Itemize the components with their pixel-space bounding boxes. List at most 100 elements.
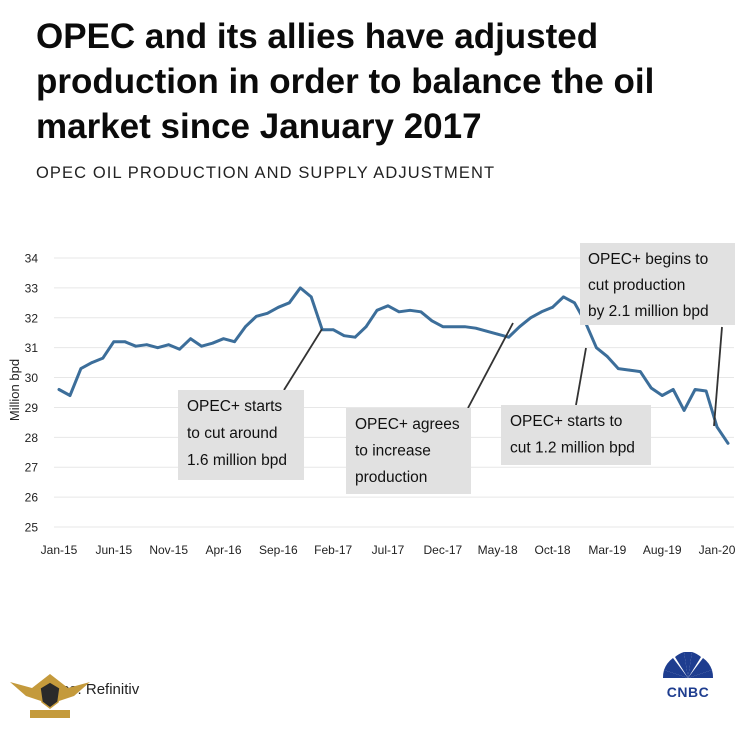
callout-text: by 2.1 million bpd bbox=[588, 303, 709, 320]
data-point bbox=[211, 341, 214, 345]
data-point bbox=[156, 346, 160, 349]
callout-text: OPEC+ starts bbox=[187, 398, 282, 415]
data-point bbox=[266, 311, 269, 315]
data-point bbox=[671, 388, 675, 391]
headline: OPEC and its allies have adjusted produc… bbox=[36, 17, 655, 146]
y-tick-label: 26 bbox=[25, 491, 39, 505]
data-point bbox=[90, 361, 94, 364]
data-point bbox=[244, 325, 247, 329]
data-point bbox=[112, 340, 116, 343]
y-tick-label: 34 bbox=[25, 252, 39, 266]
data-point bbox=[715, 425, 719, 429]
callout-text: production bbox=[355, 469, 427, 486]
data-point bbox=[101, 356, 105, 360]
y-tick-label: 33 bbox=[25, 281, 39, 295]
x-tick-label: Sep-16 bbox=[259, 543, 298, 557]
cnbc-wordmark: CNBC bbox=[667, 684, 709, 698]
callout-leader-line bbox=[713, 326, 723, 427]
data-point bbox=[507, 335, 510, 339]
x-tick-label: Jul-17 bbox=[372, 543, 405, 557]
data-point bbox=[529, 316, 532, 320]
data-point bbox=[595, 346, 598, 349]
production-line bbox=[57, 286, 730, 445]
data-point bbox=[518, 325, 521, 329]
callout-box bbox=[178, 390, 304, 480]
data-point bbox=[485, 329, 489, 333]
y-axis-label: Million bpd bbox=[7, 359, 22, 421]
x-tick-label: Oct-18 bbox=[535, 543, 571, 557]
data-point bbox=[255, 314, 258, 318]
x-tick-label: Jun-15 bbox=[95, 543, 132, 557]
callout-leader-line bbox=[283, 328, 323, 391]
data-point bbox=[463, 325, 467, 329]
data-point bbox=[606, 355, 609, 358]
data-point bbox=[309, 295, 313, 299]
callout-text: to cut around bbox=[187, 425, 277, 442]
x-tick-label: May-18 bbox=[478, 543, 518, 557]
callout-text: OPEC+ starts to bbox=[510, 413, 622, 430]
data-point bbox=[167, 343, 170, 346]
data-point bbox=[693, 388, 697, 391]
data-point bbox=[331, 328, 335, 332]
cnbc-logo: CNBC bbox=[662, 652, 714, 698]
y-tick-label: 31 bbox=[25, 341, 39, 355]
data-point bbox=[419, 310, 423, 314]
x-tick-label: Jan-15 bbox=[41, 543, 78, 557]
data-point bbox=[386, 304, 390, 308]
data-point bbox=[682, 409, 686, 412]
y-tick-label: 27 bbox=[25, 461, 39, 475]
x-tick-label: Dec-17 bbox=[424, 543, 463, 557]
data-point bbox=[222, 337, 225, 341]
data-point bbox=[342, 334, 346, 338]
callout-text: to increase bbox=[355, 443, 431, 460]
data-point bbox=[353, 335, 357, 339]
data-point bbox=[189, 337, 192, 341]
data-point bbox=[200, 344, 203, 348]
data-point bbox=[430, 319, 434, 323]
data-point bbox=[288, 301, 291, 305]
y-tick-label: 28 bbox=[25, 431, 39, 445]
data-point bbox=[134, 344, 138, 348]
data-point bbox=[79, 367, 83, 370]
data-point bbox=[617, 367, 620, 370]
data-point bbox=[551, 306, 554, 309]
chart-subtitle: OPEC OIL PRODUCTION AND SUPPLY ADJUSTMEN… bbox=[36, 164, 496, 182]
data-point bbox=[627, 368, 631, 372]
x-tick-label: Apr-16 bbox=[205, 543, 241, 557]
data-point bbox=[57, 388, 61, 391]
data-point bbox=[68, 394, 72, 397]
callout-box bbox=[580, 243, 735, 325]
data-point bbox=[638, 370, 642, 373]
data-point bbox=[123, 340, 127, 343]
callout-leader-line bbox=[575, 347, 587, 406]
callout-text: OPEC+ agrees bbox=[355, 416, 460, 433]
callout-text: cut 1.2 million bpd bbox=[510, 440, 635, 457]
data-point bbox=[178, 347, 181, 351]
data-point bbox=[540, 310, 543, 314]
data-point bbox=[704, 389, 708, 393]
x-tick-label: Nov-15 bbox=[149, 543, 188, 557]
data-point bbox=[277, 306, 280, 309]
y-tick-label: 29 bbox=[25, 401, 39, 415]
data-point bbox=[573, 301, 576, 305]
y-tick-label: 25 bbox=[25, 521, 39, 535]
data-point bbox=[496, 332, 499, 336]
arab-defense-forum-logo bbox=[10, 674, 90, 718]
x-tick-label: Mar-19 bbox=[588, 543, 626, 557]
callout-box bbox=[501, 405, 651, 465]
callout-box bbox=[346, 408, 471, 494]
data-point bbox=[375, 309, 379, 312]
data-point bbox=[452, 325, 456, 329]
callout-leader-line bbox=[467, 322, 514, 409]
data-point bbox=[145, 343, 149, 346]
y-tick-label: 32 bbox=[25, 311, 39, 325]
data-point bbox=[298, 286, 302, 290]
callout-text: 1.6 million bpd bbox=[187, 452, 287, 469]
callout-text: OPEC+ begins to bbox=[588, 251, 708, 268]
data-point bbox=[233, 340, 236, 343]
data-point bbox=[441, 325, 445, 329]
x-tick-label: Aug-19 bbox=[643, 543, 682, 557]
y-tick-label: 30 bbox=[25, 371, 39, 385]
data-point bbox=[660, 394, 664, 397]
